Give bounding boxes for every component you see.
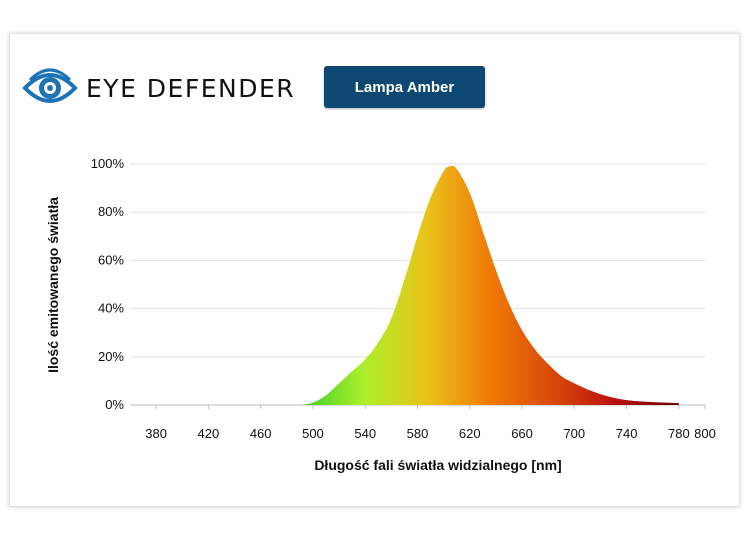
y-tick-label: 20% (98, 349, 124, 364)
logo-text: EYE DEFENDER (86, 73, 296, 103)
x-tick-label: 660 (511, 426, 533, 441)
y-tick-label: 40% (98, 301, 124, 316)
x-tick-labels: 380 420 460 500 540 580 620 660 700 740 780 800 (145, 426, 716, 441)
logo: EYE DEFENDER (22, 64, 295, 112)
y-tick-label: 0% (105, 397, 124, 412)
y-tick-label: 60% (98, 252, 124, 267)
x-tick-label: 580 (407, 426, 429, 441)
x-tick-label: 420 (198, 426, 220, 441)
x-tick-label: 460 (250, 426, 272, 441)
y-axis-title: Ilość emitowanego światła (45, 197, 61, 373)
y-tick-label: 80% (98, 204, 124, 219)
spectrum-curve (299, 165, 679, 405)
y-tick-labels: 0% 20% 40% 60% 80% 100% (91, 156, 125, 412)
x-tick-label: 700 (563, 426, 585, 441)
x-tick-label: 620 (459, 426, 481, 441)
chart-card (9, 33, 740, 507)
x-tick-label: 540 (354, 426, 376, 441)
x-tick-label: 800 (694, 426, 716, 441)
x-tick-label: 500 (302, 426, 324, 441)
x-tick-label: 740 (616, 426, 638, 441)
x-tick-label: 780 (668, 426, 690, 441)
spectrum-area (299, 165, 679, 405)
x-tick-label: 380 (145, 426, 167, 441)
y-tick-label: 100% (91, 156, 125, 171)
eye-icon (22, 68, 78, 103)
x-axis-title: Długość fali światła widzialnego [nm] (314, 457, 561, 473)
lamp-name-badge: Lampa Amber (324, 66, 485, 108)
